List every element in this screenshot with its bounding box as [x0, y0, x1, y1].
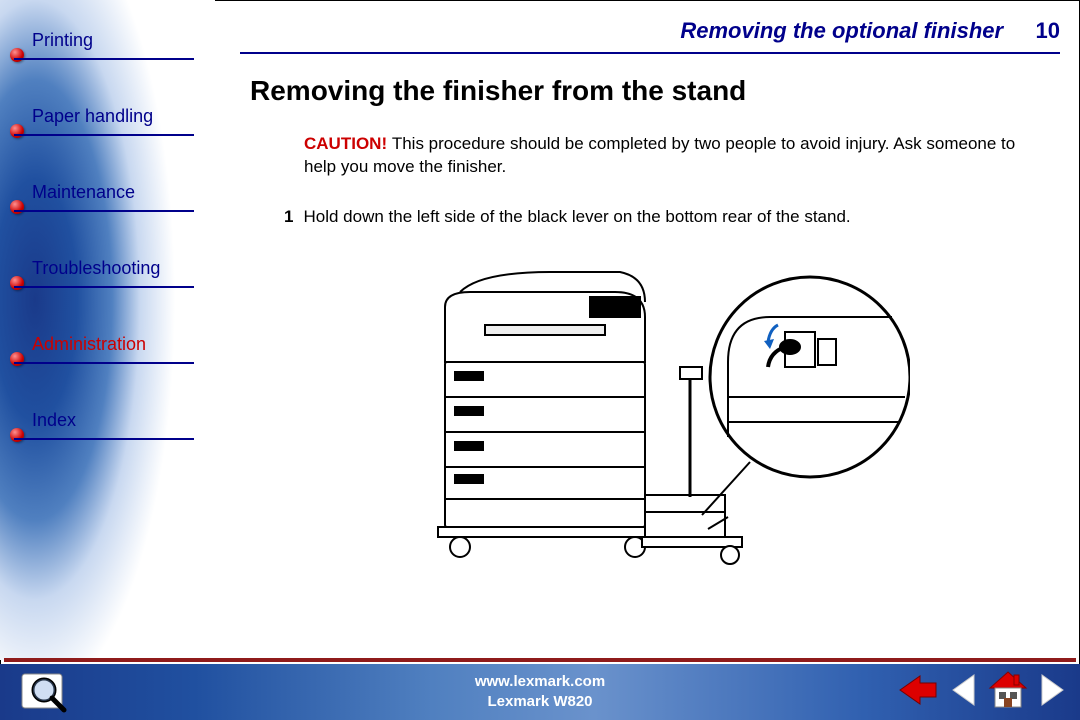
sidebar-item-maintenance[interactable]: Maintenance [14, 182, 189, 206]
step-text: Hold down the left side of the black lev… [303, 207, 850, 226]
header-rule [240, 52, 1060, 54]
prev-page-icon[interactable] [950, 673, 976, 712]
footer-product: Lexmark W820 [487, 693, 592, 710]
sidebar-item-administration[interactable]: Administration [14, 334, 189, 358]
footer-divider [4, 658, 1076, 662]
sidebar-item-label: Index [32, 410, 189, 434]
section-title[interactable]: Removing the optional finisher [680, 18, 1003, 43]
sidebar-item-label: Paper handling [32, 106, 189, 130]
back-arrow-icon[interactable] [898, 673, 938, 712]
sidebar-nav: Printing Paper handling Maintenance Trou… [0, 0, 215, 660]
finisher-illustration [390, 247, 910, 587]
sidebar-item-label: Maintenance [32, 182, 189, 206]
sidebar-item-label: Administration [32, 334, 189, 358]
page-number: 10 [1036, 18, 1060, 43]
sidebar-item-paper-handling[interactable]: Paper handling [14, 106, 189, 130]
step-1: 1 Hold down the left side of the black le… [284, 207, 1050, 227]
home-icon[interactable] [988, 670, 1028, 715]
footer-url[interactable]: www.lexmark.com [475, 673, 605, 690]
sidebar-item-troubleshooting[interactable]: Troubleshooting [14, 258, 189, 282]
page-header: Removing the optional finisher 10 [240, 18, 1060, 54]
step-number: 1 [284, 207, 293, 226]
sidebar-item-index[interactable]: Index [14, 410, 189, 434]
sidebar-item-label: Printing [32, 30, 189, 54]
footer-bar: www.lexmark.com Lexmark W820 [0, 664, 1080, 720]
caution-block: CAUTION! This procedure should be comple… [304, 133, 1050, 179]
caution-label: CAUTION! [304, 134, 392, 153]
caution-text: This procedure should be completed by tw… [304, 134, 1015, 176]
sidebar-item-printing[interactable]: Printing [14, 30, 189, 54]
search-icon[interactable] [20, 668, 72, 714]
page-title: Removing the finisher from the stand [250, 75, 1050, 107]
main-content: Removing the finisher from the stand CAU… [250, 75, 1050, 587]
footer-text: www.lexmark.com Lexmark W820 [475, 672, 605, 713]
next-page-icon[interactable] [1040, 673, 1066, 712]
sidebar-item-label: Troubleshooting [32, 258, 189, 282]
